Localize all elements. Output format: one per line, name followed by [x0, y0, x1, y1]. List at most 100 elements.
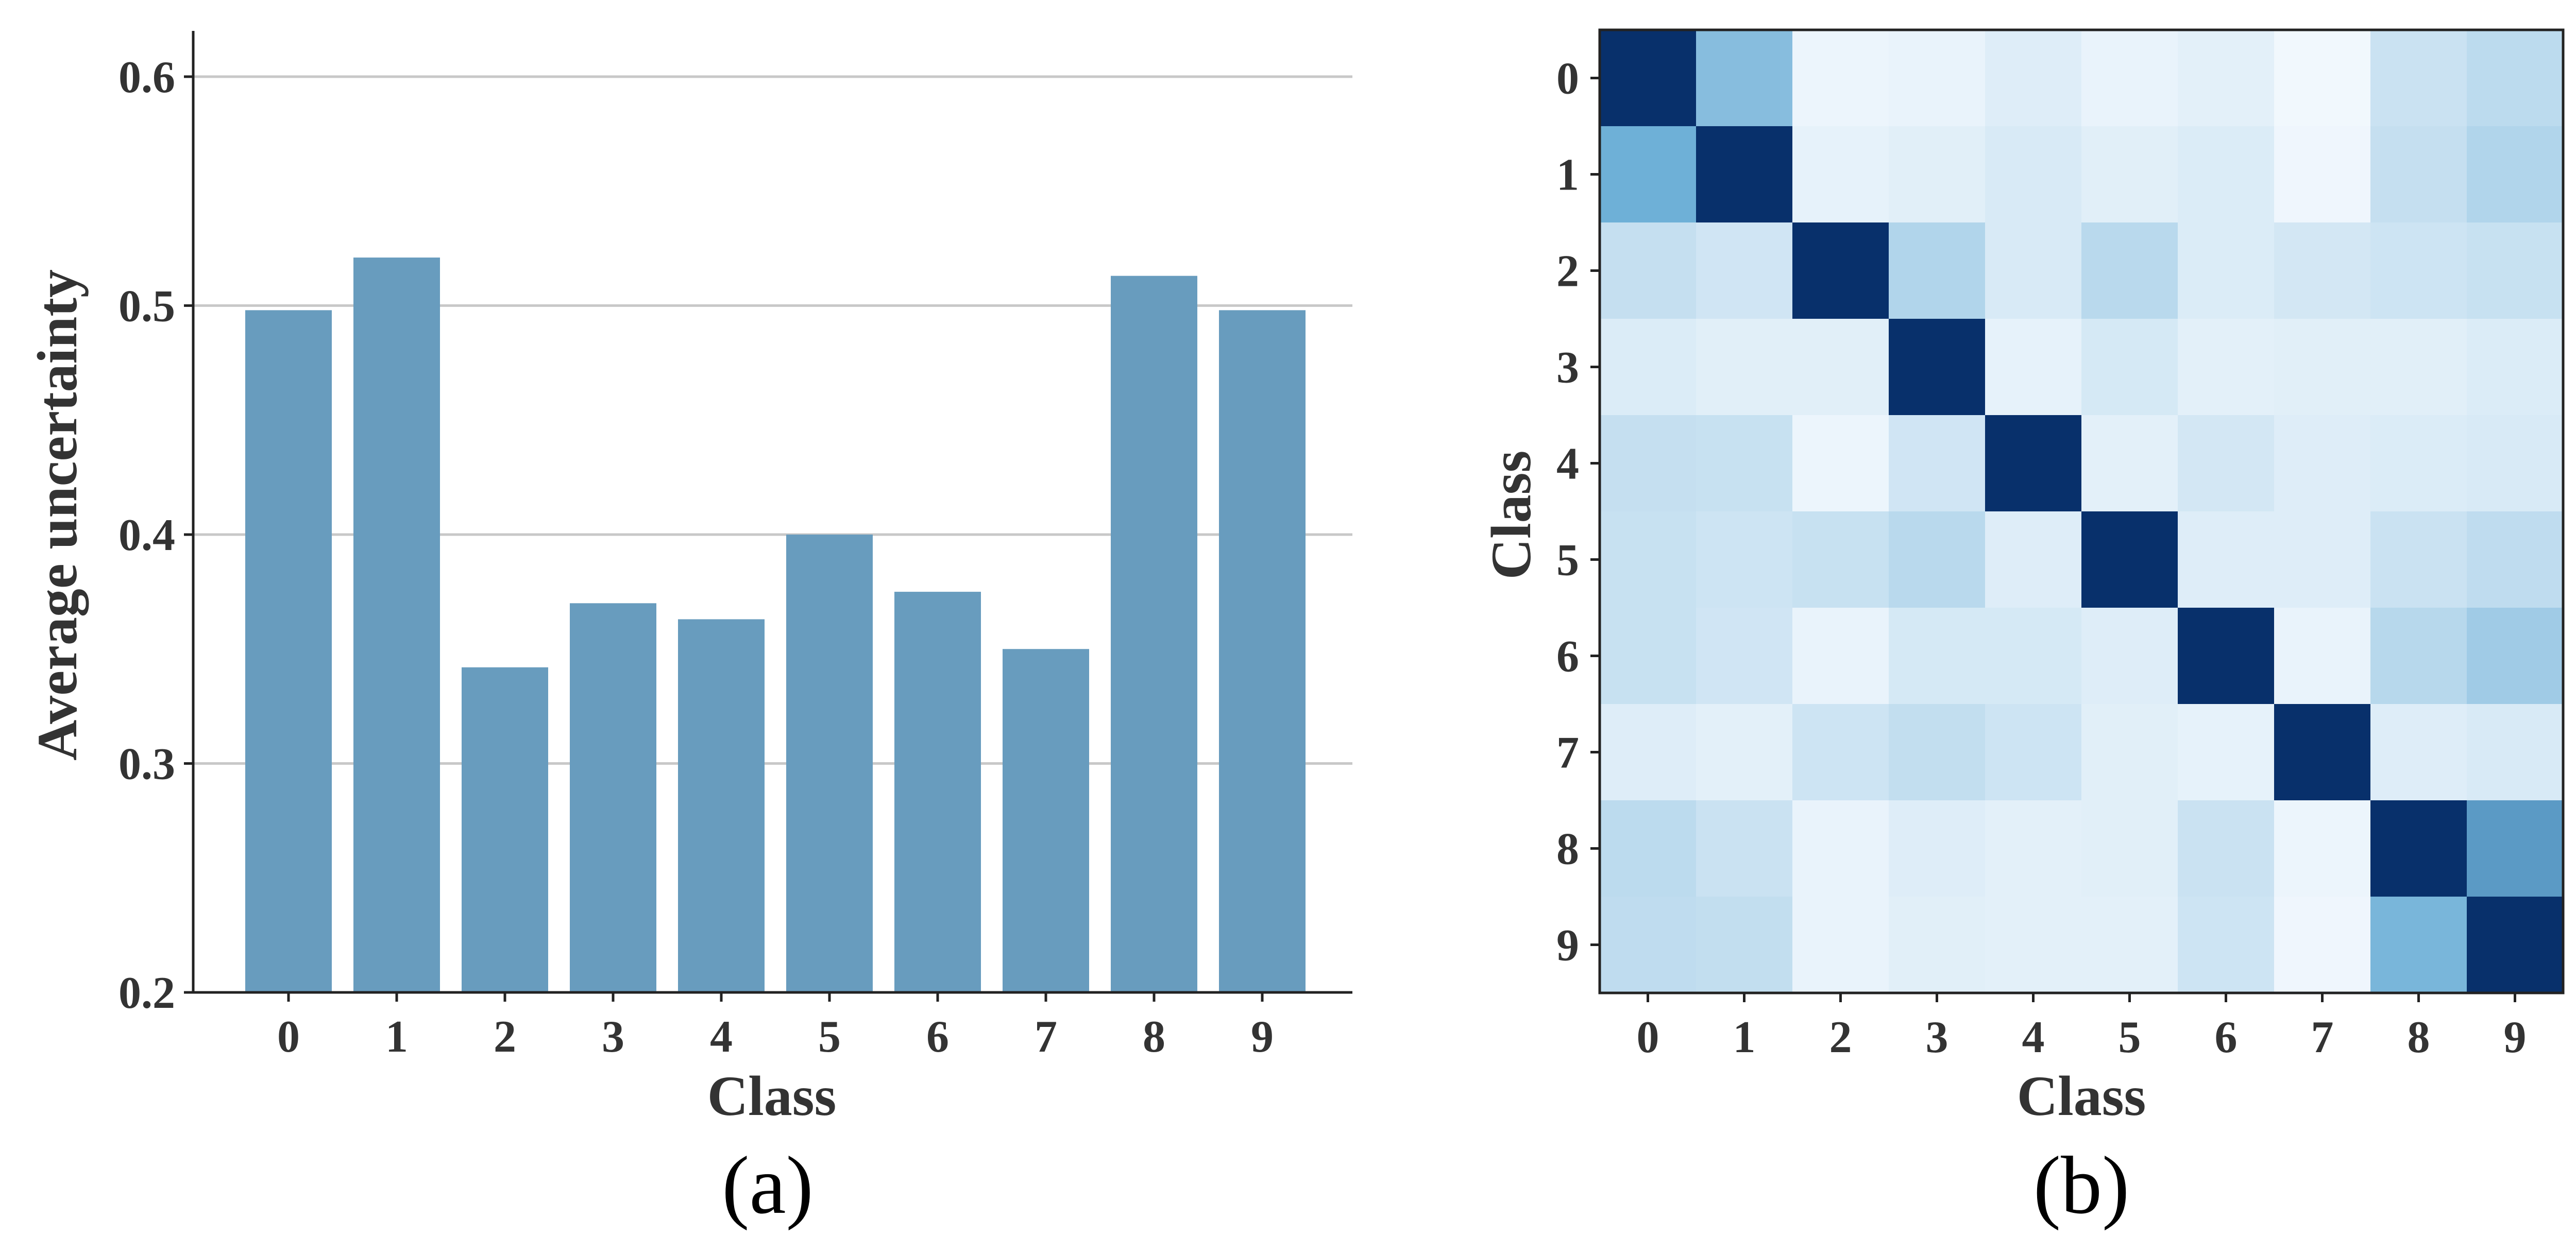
heatmap-cell-4-2	[1792, 415, 1889, 512]
heatmap-cell-6-6	[2178, 608, 2275, 705]
bar-class-7	[1003, 649, 1089, 992]
heatmap-y-tick-label: 3	[1556, 343, 1579, 393]
heatmap-cell-6-9	[2467, 608, 2564, 705]
heatmap-y-tick-label: 0	[1556, 54, 1579, 104]
heatmap-cell-7-1	[1696, 704, 1793, 801]
y-tick-label: 0.5	[118, 281, 175, 331]
heatmap-x-tick-label: 0	[1637, 1012, 1659, 1062]
heatmap-y-tick-label: 4	[1556, 439, 1579, 489]
bar-chart-panel: 0.2 0.3 0.4 0.5 0.6 0 1 2 3 4 5 6 7 8 9 Class Average…	[26, 31, 1352, 1127]
heatmap-cell-6-0	[1600, 608, 1697, 705]
heatmap-y-tick-labels: 0 1 2 3 4 5 6 7 8 9	[1556, 54, 1600, 971]
heatmap-cell-0-4	[1985, 30, 2082, 127]
heatmap-x-tick-label: 3	[1926, 1012, 1948, 1062]
heatmap-cell-3-2	[1792, 319, 1889, 416]
heatmap-cell-9-9	[2467, 897, 2564, 993]
heatmap-cell-0-5	[2081, 30, 2178, 127]
heatmap-cell-6-2	[1792, 608, 1889, 705]
heatmap-cell-8-1	[1696, 800, 1793, 897]
heatmap-cell-2-6	[2178, 222, 2275, 319]
heatmap-y-tick-label: 8	[1556, 825, 1579, 874]
heatmap-cell-7-0	[1600, 704, 1697, 801]
bar-chart-y-tick-labels: 0.2 0.3 0.4 0.5 0.6	[118, 53, 175, 1018]
bar-chart-axes	[184, 31, 1352, 1002]
heatmap-cell-0-6	[2178, 30, 2275, 127]
heatmap-cell-3-9	[2467, 319, 2564, 416]
heatmap-cell-5-7	[2274, 511, 2371, 608]
heatmap-cell-4-0	[1600, 415, 1697, 512]
heatmap-cell-9-0	[1600, 897, 1697, 993]
x-tick-label: 1	[385, 1012, 408, 1062]
heatmap-cell-3-8	[2370, 319, 2467, 416]
heatmap-cell-4-8	[2370, 415, 2467, 512]
heatmap-cell-9-4	[1985, 897, 2082, 993]
heatmap-x-tick-label: 6	[2215, 1012, 2238, 1062]
heatmap-cell-8-7	[2274, 800, 2371, 897]
heatmap-cell-5-0	[1600, 511, 1697, 608]
heatmap-y-tick-label: 5	[1556, 536, 1579, 586]
heatmap-y-tick-label: 1	[1556, 150, 1579, 200]
heatmap-cell-8-2	[1792, 800, 1889, 897]
heatmap-cell-6-8	[2370, 608, 2467, 705]
heatmap-cell-1-7	[2274, 126, 2371, 223]
x-tick-label: 9	[1251, 1012, 1274, 1062]
heatmap-cell-3-5	[2081, 319, 2178, 416]
bar-class-2	[462, 667, 548, 992]
heatmap-cell-2-3	[1889, 222, 1986, 319]
heatmap-cell-0-3	[1889, 30, 1986, 127]
heatmap-x-tick-label: 4	[2022, 1012, 2045, 1062]
heatmap-x-axis-label: Class	[2017, 1065, 2146, 1127]
heatmap-x-tick-labels: 0 1 2 3 4 5 6 7 8 9	[1637, 993, 2527, 1062]
heatmap-x-tick-label: 7	[2311, 1012, 2334, 1062]
heatmap-cell-7-8	[2370, 704, 2467, 801]
heatmap-cell-3-0	[1600, 319, 1697, 416]
heatmap-cell-8-9	[2467, 800, 2564, 897]
heatmap-cell-2-0	[1600, 222, 1697, 319]
heatmap-cell-7-9	[2467, 704, 2564, 801]
heatmap-cell-5-8	[2370, 511, 2467, 608]
y-tick-label: 0.2	[118, 968, 175, 1018]
heatmap-cell-9-1	[1696, 897, 1793, 993]
heatmap-cells	[1600, 30, 2564, 993]
heatmap-cell-5-1	[1696, 511, 1793, 608]
heatmap-cell-4-9	[2467, 415, 2564, 512]
heatmap-cell-2-5	[2081, 222, 2178, 319]
heatmap-cell-0-8	[2370, 30, 2467, 127]
heatmap-cell-7-6	[2178, 704, 2275, 801]
heatmap-panel: 0 1 2 3 4 5 6 7 8 9 0 1 2 3 4 5 6 7 8 9 Class Class	[1480, 28, 2565, 1127]
x-tick-label: 5	[818, 1012, 841, 1062]
heatmap-y-tick-label: 6	[1556, 632, 1579, 682]
heatmap-cell-7-5	[2081, 704, 2178, 801]
heatmap-cell-1-6	[2178, 126, 2275, 223]
heatmap-x-tick-label: 1	[1733, 1012, 1756, 1062]
bar-chart-bars	[245, 258, 1306, 992]
heatmap-cell-2-2	[1792, 222, 1889, 319]
heatmap-cell-2-8	[2370, 222, 2467, 319]
heatmap-cell-5-9	[2467, 511, 2564, 608]
bar-class-6	[894, 592, 981, 992]
heatmap-cell-6-1	[1696, 608, 1793, 705]
heatmap-cell-0-0	[1600, 30, 1697, 127]
heatmap-y-tick-label: 2	[1556, 247, 1579, 297]
heatmap-x-tick-label: 2	[1829, 1012, 1852, 1062]
heatmap-cell-0-2	[1792, 30, 1889, 127]
heatmap-cell-9-2	[1792, 897, 1889, 993]
heatmap-cell-5-4	[1985, 511, 2082, 608]
heatmap-cell-4-5	[2081, 415, 2178, 512]
heatmap-cell-9-6	[2178, 897, 2275, 993]
heatmap-cell-1-4	[1985, 126, 2082, 223]
heatmap-cell-1-5	[2081, 126, 2178, 223]
heatmap-cell-4-7	[2274, 415, 2371, 512]
y-tick-label: 0.3	[118, 739, 175, 789]
x-tick-label: 2	[494, 1012, 516, 1062]
heatmap-cell-0-1	[1696, 30, 1793, 127]
heatmap-cell-2-9	[2467, 222, 2564, 319]
bar-class-4	[678, 619, 765, 992]
heatmap-cell-8-8	[2370, 800, 2467, 897]
heatmap-cell-8-4	[1985, 800, 2082, 897]
heatmap-cell-7-4	[1985, 704, 2082, 801]
heatmap-cell-1-0	[1600, 126, 1697, 223]
heatmap-cell-3-7	[2274, 319, 2371, 416]
heatmap-cell-8-0	[1600, 800, 1697, 897]
